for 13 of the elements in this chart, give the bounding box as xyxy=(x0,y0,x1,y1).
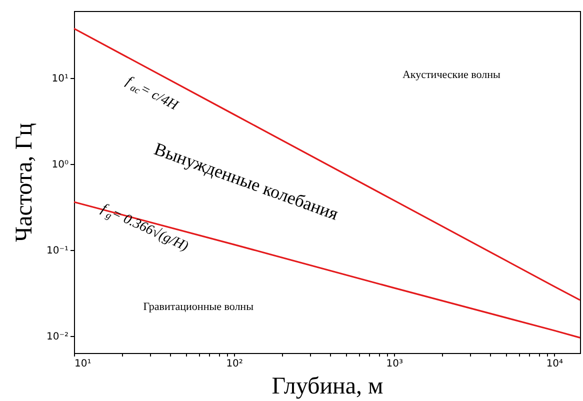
y-axis-title: Частота, Гц xyxy=(11,122,38,242)
y-tick-label: 10⁰ xyxy=(52,159,68,170)
annotation: Акустические волны xyxy=(402,69,501,81)
x-tick-label: 10⁴ xyxy=(546,358,564,370)
y-tick-label: 10⁻¹ xyxy=(46,245,68,256)
y-tick-label: 10⁻² xyxy=(46,331,68,342)
x-tick-label: 10³ xyxy=(386,358,403,370)
y-tick-label: 10¹ xyxy=(52,73,68,84)
x-tick-label: 10² xyxy=(226,358,243,370)
x-tick-label: 10¹ xyxy=(74,358,92,370)
annotation: fac = c/4H xyxy=(123,74,181,114)
annotation: Гравитационные волны xyxy=(143,301,254,313)
x-axis-title: Глубина, м xyxy=(272,374,384,400)
